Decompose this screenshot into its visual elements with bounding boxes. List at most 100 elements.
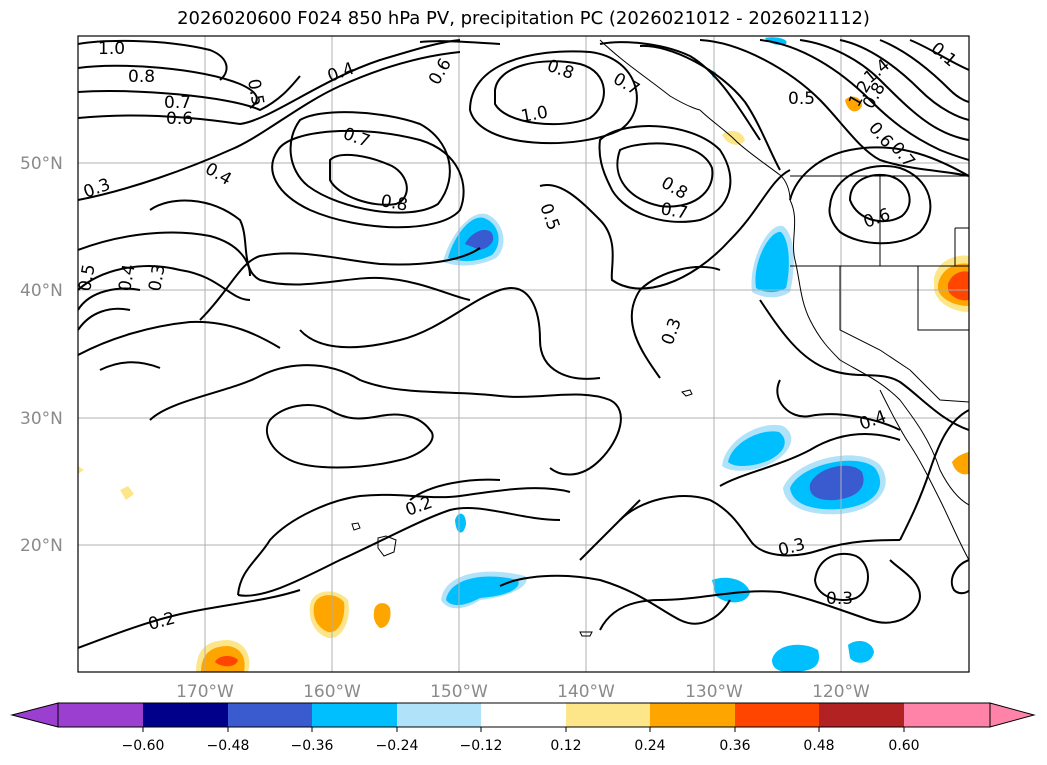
colorbar-cell <box>819 703 904 727</box>
contour-label: 0.8 <box>128 67 155 87</box>
contour-line <box>759 299 969 431</box>
colorbar-tick-label: 0.48 <box>803 738 834 754</box>
coastline <box>699 109 791 201</box>
contour-line <box>598 125 732 223</box>
contour-line <box>499 574 731 625</box>
contour-line <box>468 50 638 145</box>
coastlines <box>351 39 969 637</box>
contour-line <box>271 129 465 229</box>
contour-line <box>265 404 434 469</box>
gridlines <box>78 36 969 672</box>
pv-contours <box>78 39 969 649</box>
colorbar-cell <box>228 703 312 727</box>
contour-line <box>909 39 969 71</box>
contour-label: 1.0 <box>98 39 125 59</box>
contour-label: 0.3 <box>826 589 853 609</box>
precip-blob-positive <box>845 96 862 112</box>
precip-blob-positive <box>78 466 84 474</box>
contour-line <box>616 142 714 208</box>
contour-line <box>78 75 301 112</box>
island <box>377 535 397 557</box>
contour-line <box>289 111 451 214</box>
contour-line <box>419 40 501 45</box>
contour-line <box>799 39 969 141</box>
precip-blob-negative <box>455 513 466 533</box>
contour-line <box>719 433 901 487</box>
coastline <box>789 199 969 506</box>
contour-label: 0.5 <box>75 263 99 293</box>
contour-line <box>78 39 461 126</box>
precip-blob-positive <box>313 595 345 633</box>
contour-line <box>828 164 932 245</box>
coastline <box>879 389 969 561</box>
precip-blob-negative <box>772 644 820 672</box>
contour-line <box>630 266 721 379</box>
contour-line <box>409 478 501 501</box>
contour-line <box>149 364 622 476</box>
colorbar-cell <box>650 703 735 727</box>
precip-blob-positive <box>215 656 238 667</box>
colorbar-tick-label: 0.24 <box>634 738 665 754</box>
colorbar-cell <box>735 703 819 727</box>
contour-line <box>494 60 605 126</box>
contour-label: 0.3 <box>145 263 169 293</box>
colorbar: −0.60 −0.48 −0.36 −0.24 −0.12 0.12 0.24 … <box>10 702 1036 754</box>
colorbar-tick-label: −0.48 <box>207 738 250 754</box>
border-line <box>909 369 969 403</box>
contour-line <box>78 265 251 301</box>
lon-tick-label: 170°W <box>176 682 234 702</box>
contour-line <box>789 146 969 201</box>
contour-line <box>78 320 281 356</box>
precip-blob-negative <box>712 577 750 603</box>
colorbar-cell <box>566 703 650 727</box>
contour-line <box>759 39 969 161</box>
colorbar-cell <box>397 703 481 727</box>
contour-line <box>813 552 869 601</box>
precip-blob-negative <box>465 229 494 250</box>
contour-label: 0.8 <box>379 191 409 215</box>
contour-line <box>699 39 969 177</box>
colorbar-cell <box>58 703 143 727</box>
precip-blob-positive <box>952 452 969 475</box>
lat-tick-label: 30°N <box>20 409 63 429</box>
colorbar-tick-label: 0.60 <box>888 738 919 754</box>
lat-tick-label: 40°N <box>20 281 63 301</box>
contour-line <box>579 499 641 561</box>
island <box>681 389 693 397</box>
precip-blob-positive <box>948 271 969 301</box>
island <box>351 522 361 531</box>
contour-line <box>78 307 131 331</box>
island <box>579 631 593 637</box>
lon-tick-label: 140°W <box>557 682 615 702</box>
contour-line <box>78 287 141 311</box>
contour-line <box>78 231 251 277</box>
colorbar-cell <box>143 703 228 727</box>
contour-line <box>299 287 601 380</box>
contour-line <box>599 41 761 141</box>
lat-tick-labels: 50°N 40°N 30°N 20°N <box>20 154 63 556</box>
border-line <box>839 266 911 371</box>
precip-blob-positive <box>373 603 391 628</box>
precip-blob-negative <box>755 231 789 293</box>
precip-blob-negative <box>809 465 864 501</box>
contour-line <box>539 169 791 290</box>
contour-line <box>899 409 969 541</box>
precip-blob-positive <box>120 486 134 500</box>
contour-line <box>78 39 228 81</box>
colorbar-cell <box>481 703 566 727</box>
contour-line <box>149 199 471 301</box>
contour-line <box>639 44 781 171</box>
precip-blob-negative <box>446 576 519 606</box>
colorbar-tick-label: 0.36 <box>719 738 750 754</box>
contour-label: 0.5 <box>243 77 267 107</box>
contour-line <box>199 247 481 321</box>
lon-tick-label: 130°W <box>685 682 743 702</box>
contour-line <box>599 559 922 631</box>
lat-tick-label: 50°N <box>20 154 63 174</box>
chart-title: 2026020600 F024 850 hPa PV, precipitatio… <box>177 8 870 29</box>
colorbar-tick-label: −0.36 <box>291 738 334 754</box>
contour-label: 0.7 <box>164 93 191 113</box>
contour-label: 0.4 <box>115 263 139 293</box>
precip-blob-negative <box>765 37 787 45</box>
